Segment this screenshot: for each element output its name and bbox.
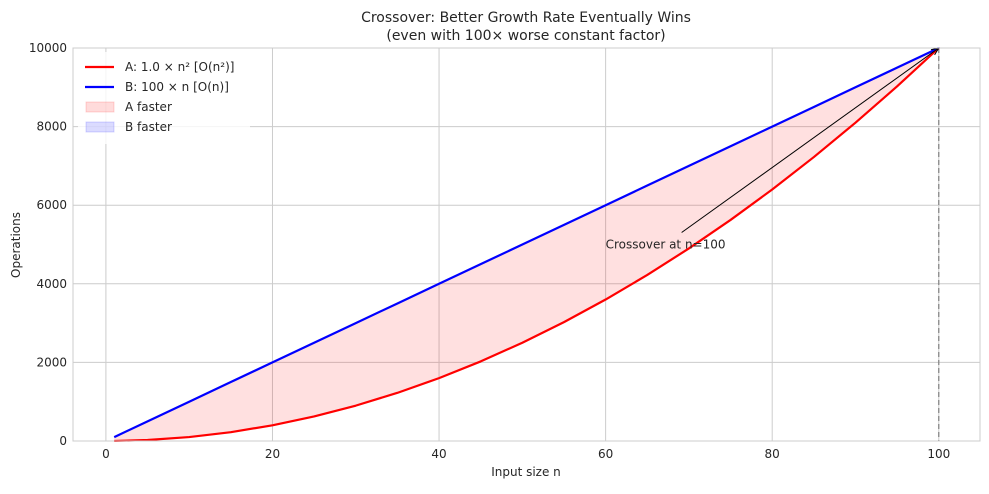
- y-tick-label: 10000: [29, 41, 67, 55]
- annotation-arrow: [681, 47, 940, 233]
- legend-label: B: 100 × n [O(n)]: [125, 80, 229, 94]
- y-axis-label: Operations: [9, 212, 23, 278]
- y-tick-label: 8000: [36, 120, 67, 134]
- series-line-a: [114, 47, 940, 443]
- legend-swatch-patch: [85, 101, 115, 113]
- series-line-b: [113, 47, 940, 439]
- legend-label: A: 1.0 × n² [O(n²)]: [125, 60, 234, 74]
- y-tick-label: 2000: [36, 355, 67, 369]
- legend-label: B faster: [125, 120, 172, 134]
- x-tick-label: 60: [598, 447, 613, 461]
- series-lines: [113, 47, 940, 443]
- x-tick-label: 20: [265, 447, 280, 461]
- y-tick-label: 6000: [36, 198, 67, 212]
- plot-frame: [72, 47, 981, 442]
- x-tick-label: 100: [927, 447, 950, 461]
- x-tick-label: 40: [431, 447, 446, 461]
- annotation: Crossover at n=100: [606, 47, 940, 252]
- tick-labels: 0 20 40 60 80 100 0 2000 4000 6000 8000 10000: [29, 41, 950, 461]
- y-tick-label: 0: [59, 434, 67, 448]
- chart-subtitle: (even with 100× worse constant factor): [386, 28, 665, 44]
- legend-swatch-patch: [85, 121, 115, 133]
- annotation-text: Crossover at n=100: [606, 238, 726, 252]
- x-axis-label: Input size n: [491, 465, 561, 479]
- chart-title: Crossover: Better Growth Rate Eventually…: [361, 10, 691, 26]
- x-tick-label: 0: [102, 447, 110, 461]
- x-tick-label: 80: [765, 447, 780, 461]
- y-tick-label: 4000: [36, 277, 67, 291]
- legend-label: A faster: [125, 100, 172, 114]
- legend: A: 1.0 × n² [O(n²)] B: 100 × n [O(n)] A fa…: [78, 52, 250, 144]
